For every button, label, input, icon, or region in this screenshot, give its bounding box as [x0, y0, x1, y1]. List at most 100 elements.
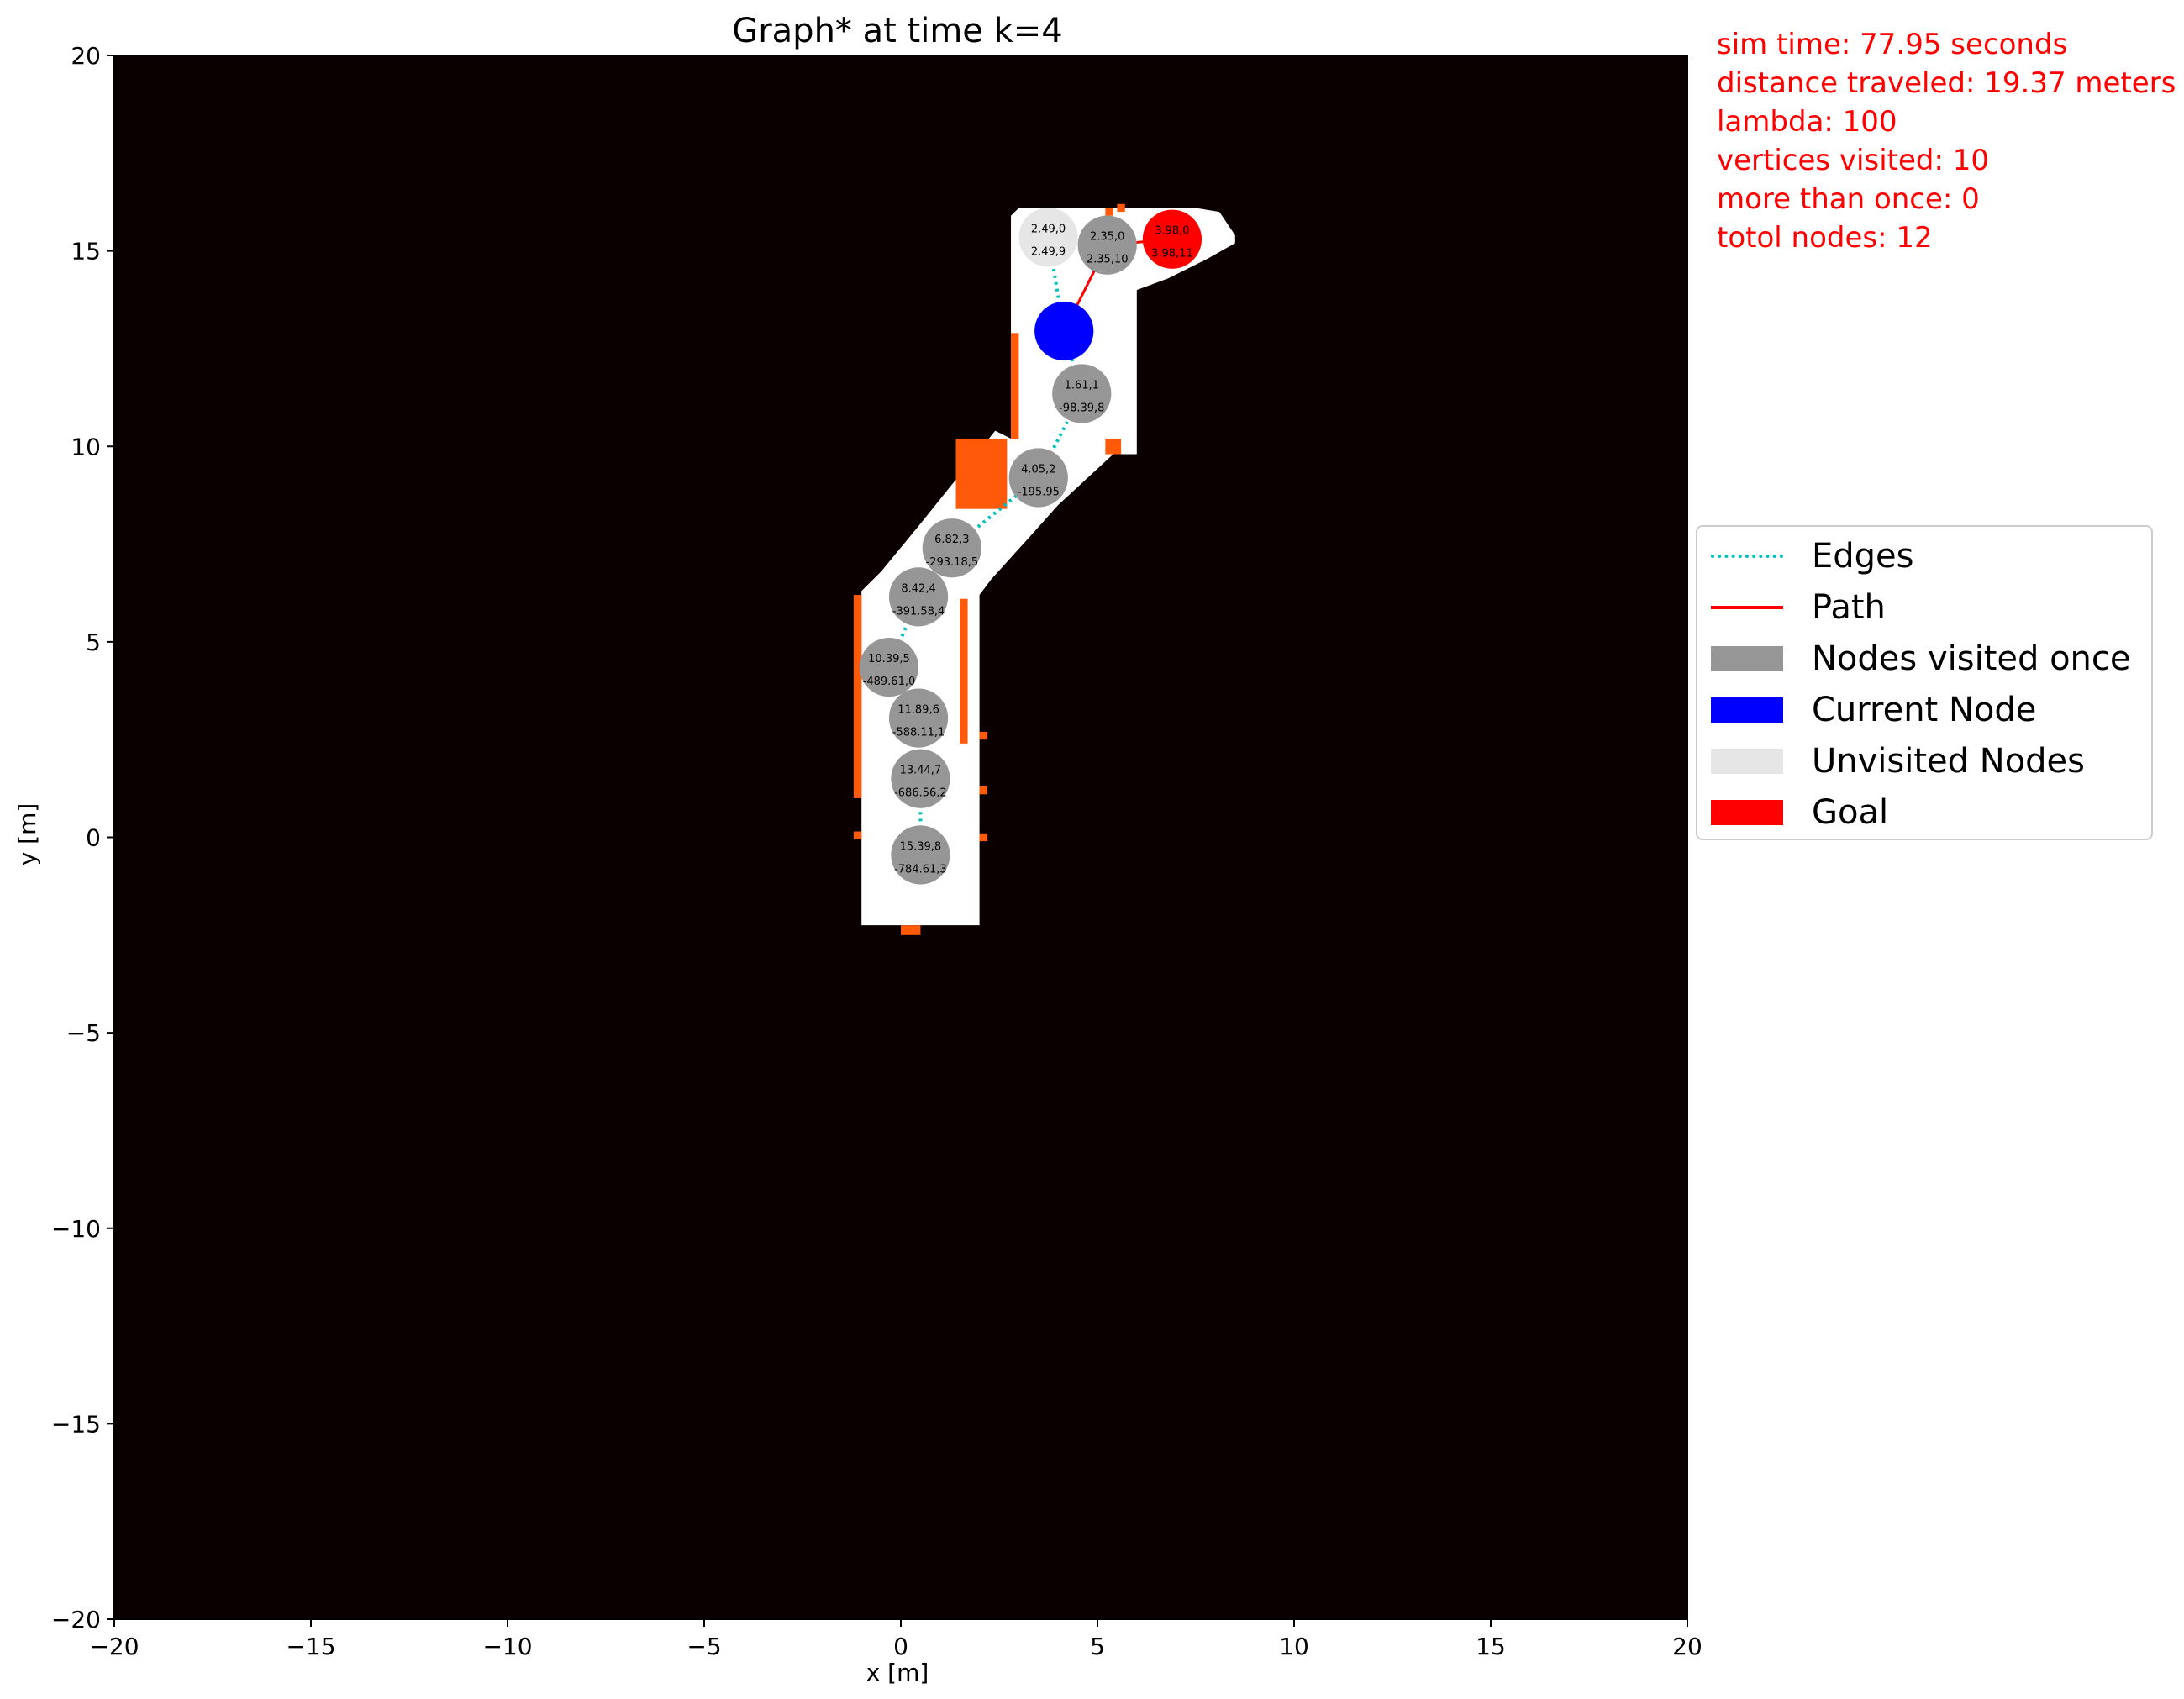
- obstacle-cell-10: [1105, 208, 1113, 216]
- edge-line-5: [950, 476, 1040, 550]
- graph-node-9: 2.49,0 2.49,9: [1018, 208, 1078, 267]
- graph-node-1: 13.44,7 -686.56,2: [891, 749, 950, 808]
- obstacle-cell-8: [955, 438, 1008, 509]
- lambda-text: lambda: 100: [1717, 105, 1897, 139]
- obstacle-cell-11: [1117, 203, 1125, 213]
- goal-swatch: [1711, 800, 1783, 825]
- node-circle-visited_once: [922, 518, 981, 578]
- node-label-top: 6.82,3: [934, 534, 969, 546]
- node-label-bottom: -391.58,4: [892, 605, 945, 618]
- vertices-visited-text: vertices visited: 10: [1717, 144, 1990, 177]
- node-circle-visited_once: [1008, 448, 1068, 508]
- legend-label-edges: Edges: [1812, 537, 1914, 576]
- node-label-bottom: 2.35,10: [1087, 254, 1129, 266]
- node-circle-visited_once: [888, 567, 949, 627]
- legend-item-goal: Goal: [1711, 792, 1888, 834]
- node-label-top: 13.44,7: [900, 765, 942, 777]
- y-tick-label: 0: [86, 824, 101, 852]
- y-tick-label: −20: [51, 1606, 101, 1633]
- node-label-bottom: 3.98,11: [1151, 248, 1193, 260]
- graph-node-0: 15.39,8 -784.61,3: [891, 825, 950, 885]
- node-label-top: 3.98,0: [1155, 225, 1189, 238]
- y-axis-label: y [m]: [13, 803, 41, 866]
- x-axis-label: x [m]: [866, 1659, 929, 1686]
- x-tick-label: 0: [893, 1633, 908, 1660]
- distance-text: distance traveled: 19.37 meters: [1717, 66, 2176, 100]
- chart-title: Graph* at time k=4: [732, 12, 1063, 50]
- path-line-swatch: [1711, 595, 1783, 620]
- visited-once-swatch: [1711, 646, 1783, 671]
- y-tick-label: 20: [71, 42, 101, 70]
- total-nodes-text: totol nodes: 12: [1717, 221, 1933, 255]
- more-than-once-text: more than once: 0: [1717, 182, 1980, 216]
- node-circle-visited_once: [888, 688, 949, 748]
- node-circle-visited_once: [1077, 215, 1137, 275]
- sim-time-text: sim time: 77.95 seconds: [1717, 28, 2068, 61]
- current-node-swatch: [1711, 697, 1783, 723]
- graph-node-7: 1.61,1 -98.39,8: [1052, 364, 1112, 423]
- x-tick-label: 20: [1672, 1633, 1702, 1660]
- y-axis-ticks: −20 −15 −10 −5 0 5 10 15 20: [51, 42, 114, 1633]
- node-circle-visited_once: [859, 638, 919, 697]
- obstacle-cell-4: [979, 786, 987, 795]
- node-circle-goal: [1142, 209, 1203, 269]
- node-label-bottom: -784.61,3: [894, 863, 947, 876]
- x-tick-label: −15: [286, 1633, 335, 1660]
- y-tick-label: 15: [71, 238, 101, 266]
- legend-item-path: Path: [1711, 586, 1886, 629]
- graph-node-10: 2.35,0 2.35,10: [1077, 215, 1137, 275]
- node-label-bottom: -489.61,0: [863, 676, 916, 688]
- node-label-top: 11.89,6: [897, 704, 939, 717]
- x-tick-label: 10: [1279, 1633, 1309, 1660]
- occupancy-map: [853, 203, 1235, 935]
- node-label-top: 2.35,0: [1090, 231, 1124, 244]
- graph-node-3: 10.39,5 -489.61,0: [859, 638, 919, 697]
- y-tick-label: −5: [66, 1019, 101, 1047]
- node-label-bottom: -588.11,1: [892, 727, 945, 739]
- obstacle-cell-3: [979, 731, 987, 740]
- legend-label-current-node: Current Node: [1812, 691, 2037, 729]
- legend: Edges Path Nodes visited once Current No…: [1696, 525, 2153, 840]
- node-circle-unvisited: [1018, 208, 1078, 267]
- x-tick-label: 5: [1090, 1633, 1105, 1660]
- y-tick-label: 5: [86, 629, 101, 656]
- legend-label-visited-once: Nodes visited once: [1812, 639, 2131, 678]
- y-tick-label: −15: [51, 1410, 101, 1438]
- obstacle-cell-6: [901, 925, 921, 935]
- x-tick-label: 15: [1476, 1633, 1506, 1660]
- legend-item-current-node: Current Node: [1711, 689, 2036, 731]
- node-label-top: 1.61,1: [1065, 379, 1099, 392]
- obstacle-cell-5: [979, 833, 987, 842]
- legend-item-unvisited: Unvisited Nodes: [1711, 740, 2085, 782]
- node-circle-visited_once: [891, 825, 950, 885]
- node-label-bottom: -686.56,2: [894, 787, 947, 800]
- edges-line-swatch: [1711, 544, 1783, 569]
- unvisited-swatch: [1711, 749, 1783, 774]
- node-label-bottom: -195.95: [1018, 486, 1060, 498]
- node-label-top: 10.39,5: [868, 653, 910, 665]
- legend-label-goal: Goal: [1812, 793, 1889, 832]
- graph-node-2: 11.89,6 -588.11,1: [888, 688, 949, 748]
- graph-nodes: 15.39,8 -784.61,3 13.44,7 -686.56,2 11.89,6 -…: [859, 208, 1203, 885]
- node-circle-visited_once: [891, 749, 950, 808]
- graph-node-11: 3.98,0 3.98,11: [1142, 209, 1203, 269]
- sim-stats-panel: sim time: 77.95 seconds distance travele…: [1717, 25, 2176, 257]
- node-label-top: 2.49,0: [1031, 223, 1066, 235]
- node-label-bottom: 2.49,9: [1031, 245, 1066, 258]
- graph-node-4: 8.42,4 -391.58,4: [888, 567, 949, 627]
- x-tick-label: −10: [482, 1633, 532, 1660]
- node-label-top: 4.05,2: [1021, 463, 1055, 476]
- graph-node-8: [1034, 301, 1094, 361]
- legend-item-edges: Edges: [1711, 535, 1914, 577]
- node-label-bottom: -98.39,8: [1059, 402, 1104, 414]
- y-tick-label: −10: [51, 1215, 101, 1243]
- obstacle-cell-9: [1105, 438, 1122, 455]
- free-space-region: [861, 208, 1235, 926]
- obstacle-cell-0: [853, 595, 862, 798]
- node-label-top: 15.39,8: [900, 840, 942, 853]
- y-tick-label: 10: [71, 433, 101, 460]
- x-axis-ticks: −20 −15 −10 −5 0 5 10 15 20: [89, 1619, 1702, 1660]
- obstacle-cell-1: [853, 831, 862, 839]
- node-circle-current: [1034, 301, 1094, 361]
